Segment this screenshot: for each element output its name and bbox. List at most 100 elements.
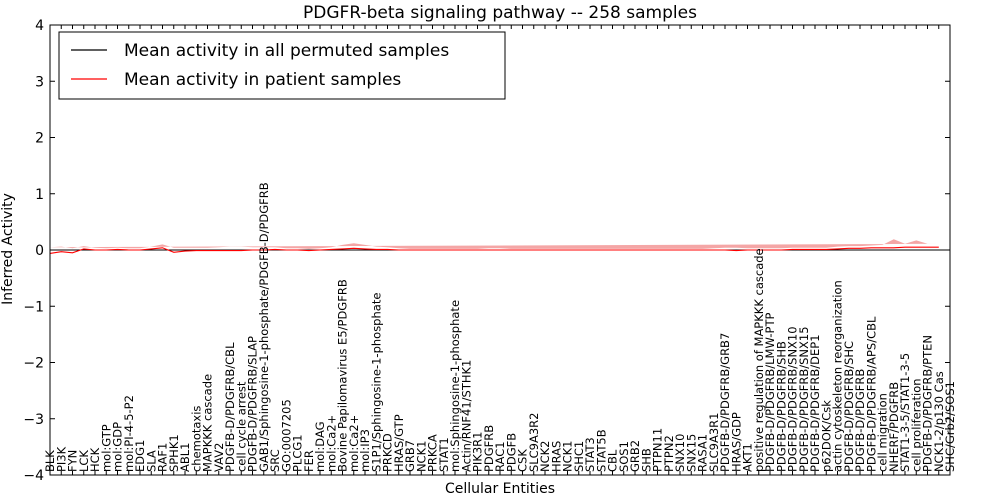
x-category-label: HRAS/GTP — [392, 414, 406, 472]
x-category-label: STAT3 — [583, 437, 597, 472]
x-category-label: cell proliferation — [909, 378, 923, 472]
x-category-label: SNX15 — [684, 434, 698, 472]
x-category-label: VAV2 — [212, 443, 226, 472]
series-lines — [49, 246, 939, 254]
x-category-label: STAT1-3-5/STAT1-3-5 — [898, 353, 912, 472]
x-category-label: LCK — [77, 450, 91, 472]
x-category-label: SPHK1 — [167, 434, 181, 472]
x-category-label: NCK1 — [561, 441, 575, 473]
x-category-label: PDGFB-D/PDGFRB/DEP1 — [808, 334, 822, 472]
x-category-label: RAF1 — [156, 443, 170, 472]
x-category-label: ABL1 — [178, 443, 192, 472]
bands — [50, 239, 939, 249]
x-category-label: PLCG1 — [291, 434, 305, 472]
x-category-label: PDGFB-D/PDGFRB/GRB7 — [718, 333, 732, 472]
y-tick-label: −3 — [23, 412, 44, 428]
x-category-label: mol:Ca2+ — [347, 415, 361, 472]
y-tick-label: 1 — [35, 187, 44, 203]
x-category-label: SRC — [268, 449, 282, 472]
x-category-label: HRAS/GDP — [729, 412, 743, 472]
legend-label-patient: Mean activity in patient samples — [124, 70, 401, 90]
x-category-label: SLA — [144, 450, 158, 472]
x-category-label: S1P1/Sphingosine-1-phosphate — [369, 293, 383, 472]
legend-box — [58, 31, 506, 100]
x-category-label: CBL — [606, 449, 620, 472]
x-category-label: positive regulation of MAPKKK cascade — [752, 248, 766, 472]
x-category-label: cell migration — [876, 393, 890, 472]
y-ticks: −4 −3 −2 −1 0 1 2 3 4 — [23, 18, 950, 484]
x-category-label: SOS1 — [617, 441, 631, 472]
x-category-label: PRKCA — [426, 434, 440, 472]
y-tick-label: 2 — [35, 131, 44, 147]
y-tick-label: −4 — [23, 468, 44, 484]
x-category-label: SLC9A3R1 — [707, 413, 721, 473]
x-category-label: PRKCD — [381, 433, 395, 472]
x-category-label: PDGFB-D/PDGFRB — [853, 369, 867, 472]
y-tick-label: 3 — [35, 74, 44, 90]
x-category-label: mol:PI-4-5-P2 — [122, 395, 136, 472]
x-category-label: GAB1/Sphingosine-1-phosphate/PDGFB-D/PDG… — [257, 182, 271, 472]
x-category-label: PDGFB-D/PDGFRB/SNX10 — [786, 326, 800, 472]
x-category-label: PIK3R1 — [471, 432, 485, 473]
x-category-label: STAT5B — [594, 429, 608, 472]
y-axis-label: Inferred Activity — [0, 193, 16, 305]
category-labels: BLKPI3KFYNLCKHCKmol:GTPmol:GDPmol:PI-4-5… — [43, 182, 957, 472]
x-category-label: SNX10 — [673, 434, 687, 472]
x-category-label: PDGFB-D/PDGFRB/LMW-PTP — [763, 313, 777, 472]
x-category-label: GO:0007205 — [279, 399, 293, 472]
x-category-label: PDGFB-D/PDGFRB/APS/CBL — [864, 316, 878, 472]
chart-title: PDGFR-beta signaling pathway -- 258 samp… — [303, 3, 697, 23]
plot-area: BLKPI3KFYNLCKHCKmol:GTPmol:GDPmol:PI-4-5… — [23, 18, 957, 484]
x-category-label: SHC1 — [572, 441, 586, 472]
x-category-label: CSK — [516, 449, 530, 472]
x-category-label: PDGFB-D/PDGFRB/SLAP — [246, 336, 260, 472]
x-category-label: cell cycle arrest — [234, 381, 248, 472]
x-category-label: PDGFB-D/PDGFRB/SHB — [774, 341, 788, 472]
x-category-label: NHERF/PDGFRB — [887, 382, 901, 472]
x-category-label: EDG1 — [133, 440, 147, 472]
x-category-label: PTPN11 — [651, 428, 665, 472]
x-category-label: PDGFB-D/PDGFRB/SHC — [842, 341, 856, 472]
patient-band — [50, 239, 939, 249]
x-category-label: AKT1 — [741, 443, 755, 472]
x-category-label: PDGFB — [504, 433, 518, 472]
x-category-label: mol:IP3 — [358, 429, 372, 472]
legend: Mean activity in all permuted samples Me… — [58, 31, 506, 100]
x-category-label: mol:Sphingosine-1-phosphate — [448, 300, 462, 472]
legend-label-permuted: Mean activity in all permuted samples — [124, 41, 449, 61]
x-category-label: RAC1 — [493, 441, 507, 472]
x-category-label: PDGFB-D/PDGFRB/PTEN — [921, 335, 935, 472]
x-category-label: mol:DAG — [313, 421, 327, 472]
x-axis-label: Cellular Entities — [445, 481, 555, 497]
x-category-label: chemotaxis — [189, 406, 203, 472]
x-category-label: actin cytoskeleton reorganization — [831, 280, 845, 472]
x-category-label: HRAS — [549, 441, 563, 472]
x-category-label: mol:GTP — [99, 424, 113, 472]
y-tick-label: −2 — [23, 356, 44, 372]
y-tick-label: −1 — [23, 299, 44, 315]
x-category-label: HCK — [88, 447, 102, 472]
x-category-label: PI3K — [54, 446, 68, 472]
x-category-label: PDGFB-D/PDGFRB/SNX15 — [797, 326, 811, 472]
x-category-label: NCK1 — [414, 441, 428, 473]
x-category-label: MAPKKK cascade — [201, 374, 215, 472]
y-tick-label: 0 — [35, 243, 44, 259]
x-category-label: GRB7 — [403, 440, 417, 472]
x-category-label: PDGFB-D/PDGFRB/CBL — [223, 342, 237, 472]
x-category-label: p62DOK/Csk — [819, 400, 833, 472]
x-category-label: FER — [302, 450, 316, 472]
y-tick-label: 4 — [35, 18, 44, 34]
x-category-label: NCK1-2/p130 Cas — [932, 371, 946, 472]
x-category-label: Bovine Papilomavirus E5/PDGFRB — [336, 279, 350, 472]
x-category-label: SHB — [639, 448, 653, 472]
x-category-label: FYN — [66, 450, 80, 472]
x-category-label: mol:Ca2+ — [324, 415, 338, 472]
x-category-label: mol:GDP — [111, 422, 125, 472]
x-category-label: PTPN2 — [662, 435, 676, 472]
x-category-label: NCK2 — [538, 441, 552, 473]
x-category-label: STAT1 — [437, 437, 451, 472]
x-ticks — [49, 25, 951, 475]
x-category-label: RASA1 — [696, 434, 710, 472]
x-category-label: PDGFRB — [482, 425, 496, 472]
